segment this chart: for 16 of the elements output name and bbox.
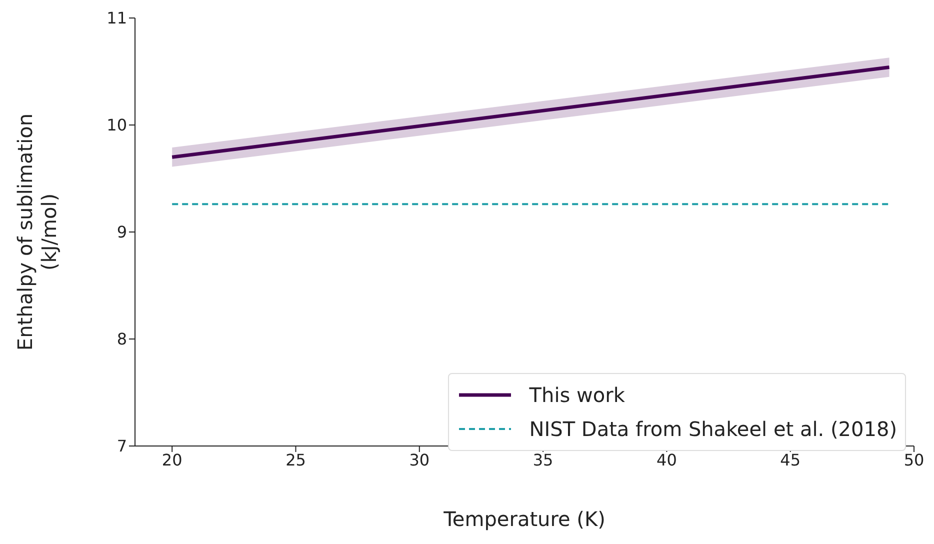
x-axis-title: Temperature (K) <box>442 507 606 531</box>
y-tick-label: 8 <box>116 330 127 349</box>
y-tick-label: 9 <box>116 222 127 242</box>
x-tick-label: 40 <box>656 450 677 470</box>
x-tick-label: 25 <box>286 450 306 470</box>
y-tick-label: 10 <box>106 116 127 135</box>
y-axis-title: Enthalpy of sublimation (kJ/mol) <box>13 113 61 351</box>
x-tick-label: 50 <box>904 450 924 470</box>
y-tick-label: 11 <box>106 8 127 28</box>
x-tick-label: 35 <box>532 450 554 470</box>
x-tick-label: 30 <box>409 450 430 470</box>
y-tick-label: 7 <box>116 436 127 456</box>
legend-label: NIST Data from Shakeel et al. (2018) <box>529 417 897 441</box>
legend-label: This work <box>529 383 625 407</box>
x-tick-label: 45 <box>780 450 801 470</box>
x-tick-label: 20 <box>162 450 182 470</box>
